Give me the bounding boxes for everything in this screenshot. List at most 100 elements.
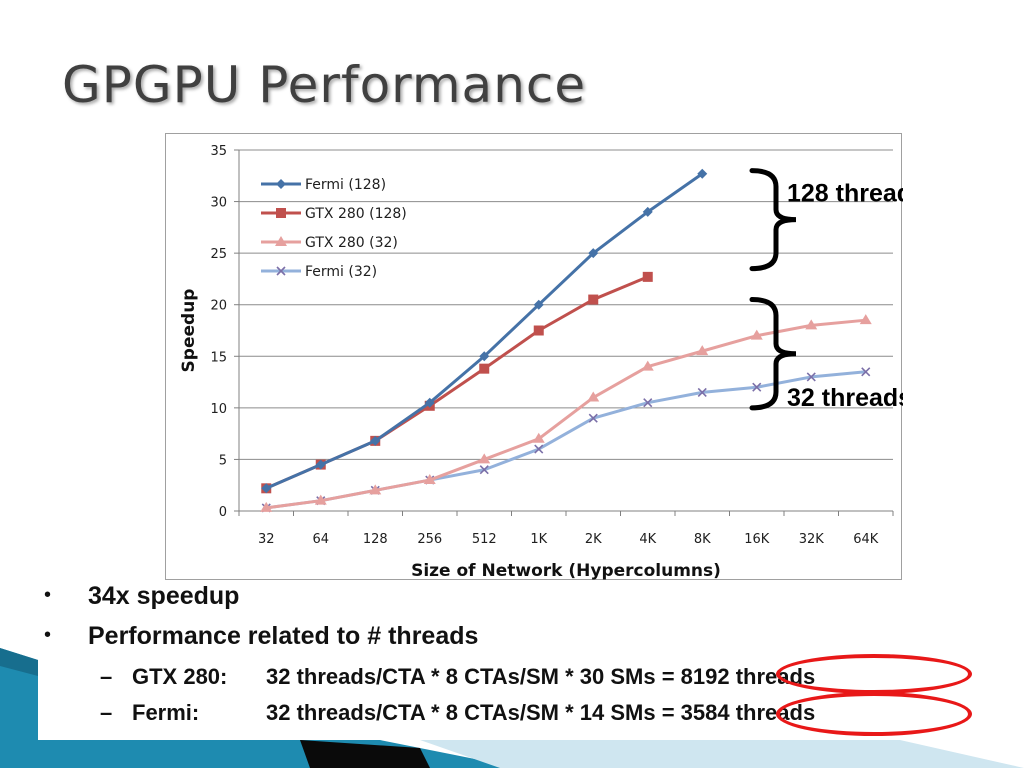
annotations: 128 threads 32 threads — [749, 168, 903, 412]
data-point-fermi-32 — [752, 382, 762, 392]
data-point-gtx-280-32 — [314, 494, 327, 505]
x-marker-stroke — [806, 372, 816, 382]
brace-128-threads — [749, 168, 797, 272]
x-marker-stroke — [643, 398, 653, 408]
x-tick-label: 16K — [744, 532, 770, 547]
x-tick-label: 2K — [585, 532, 602, 547]
annotation-32-threads: 32 threads — [787, 384, 903, 412]
data-point-fermi-32 — [534, 444, 544, 454]
data-point-gtx-280-32 — [750, 329, 763, 340]
bullet-dot: • — [44, 584, 52, 606]
legend-marker — [276, 179, 286, 189]
corner-teal-shape — [0, 648, 38, 740]
legend-marker — [276, 208, 286, 218]
x-tick-label: 512 — [472, 532, 497, 547]
legend-label: GTX 280 (128) — [305, 206, 407, 222]
y-tick-label: 5 — [219, 453, 227, 468]
data-point-fermi-32 — [643, 398, 653, 408]
data-point-gtx-280-32 — [696, 345, 709, 356]
legend-label: Fermi (32) — [305, 264, 377, 280]
x-tick-label: 4K — [639, 532, 656, 547]
data-point-gtx-280-32 — [532, 432, 545, 443]
data-point-gtx-280-32 — [478, 453, 491, 464]
annotation-128-threads: 128 threads — [787, 180, 903, 208]
corner-teal-shade — [0, 648, 38, 676]
series-lines — [260, 168, 872, 513]
x-axis-title: Size of Network (Hypercolumns) — [411, 561, 721, 581]
x-tick-label: 8K — [694, 532, 711, 547]
data-point-gtx-280-32 — [369, 484, 382, 495]
data-point-gtx-280-32 — [587, 391, 600, 402]
legend-label: GTX 280 (32) — [305, 235, 398, 251]
sub-bullet-formula: 32 threads/CTA * 8 CTAs/SM * 30 SMs = 81… — [266, 664, 816, 689]
series-line-gtx-280-32 — [266, 318, 866, 510]
data-point-gtx-280-128 — [588, 294, 599, 305]
sub-bullet-label: GTX 280: — [132, 664, 228, 689]
highlight-ring-3584 — [776, 692, 972, 736]
x-marker-stroke — [479, 465, 489, 475]
brace-32-threads — [749, 297, 797, 411]
data-point-gtx-280-128 — [642, 271, 653, 282]
axes: 0 5 10 15 20 25 30 35 32 64 128 256 512 1K 2K 4K 8K 16K 32… — [210, 144, 894, 547]
sub-bullet-dash: – — [100, 664, 113, 689]
bottom-teal-band — [0, 740, 520, 768]
x-tick-label: 1K — [530, 532, 547, 547]
data-point-gtx-280-32 — [859, 314, 872, 325]
sub-bullet-dash: – — [100, 700, 113, 725]
x-marker-stroke — [276, 266, 286, 276]
x-tick-label: 128 — [363, 532, 388, 547]
sub-bullet-formula: 32 threads/CTA * 8 CTAs/SM * 14 SMs = 35… — [266, 700, 816, 725]
y-tick-label: 30 — [210, 196, 227, 211]
data-point-gtx-280-32 — [641, 360, 654, 371]
y-tick-label: 10 — [210, 402, 227, 417]
data-point-fermi-128 — [642, 206, 653, 217]
data-point-fermi-128 — [533, 299, 544, 310]
bullet-text: 34x speedup — [88, 582, 240, 610]
x-marker-stroke — [861, 367, 871, 377]
legend-label: Fermi (128) — [305, 177, 386, 193]
x-marker-stroke — [697, 387, 707, 397]
chart-frame: 0 5 10 15 20 25 30 35 32 64 128 256 512 1K 2K 4K 8K 16K 32… — [165, 133, 903, 581]
legend-marker — [275, 236, 287, 246]
x-tick-label: 64 — [312, 532, 329, 547]
data-point-fermi-32 — [806, 372, 816, 382]
x-tick-label: 256 — [417, 532, 442, 547]
data-point-fermi-32 — [479, 465, 489, 475]
data-point-gtx-280-32 — [805, 319, 818, 330]
legend-marker — [276, 266, 286, 276]
data-point-fermi-128 — [370, 435, 381, 446]
series-line-gtx-280-128 — [265, 275, 649, 490]
data-point-fermi-32 — [697, 387, 707, 397]
bottom-pale-band — [420, 740, 1024, 768]
y-tick-label: 35 — [210, 144, 227, 159]
data-point-fermi-128 — [424, 397, 435, 408]
data-point-gtx-280-128 — [533, 325, 544, 336]
x-tick-label: 32 — [258, 532, 275, 547]
x-tick-label: 64K — [853, 532, 879, 547]
data-point-gtx-280-32 — [423, 474, 436, 485]
data-point-fermi-128 — [261, 483, 272, 494]
slide-title: GPGPU Performance — [62, 56, 587, 114]
bullet-dot: • — [44, 624, 52, 646]
data-point-fermi-128 — [315, 459, 326, 470]
highlight-ring-8192 — [776, 654, 972, 694]
data-point-fermi-128 — [697, 168, 708, 179]
y-tick-label: 25 — [210, 247, 227, 262]
y-tick-label: 0 — [219, 505, 227, 520]
x-marker-stroke — [588, 413, 598, 423]
sub-bullet-label: Fermi: — [132, 700, 200, 725]
data-point-fermi-128 — [588, 248, 599, 259]
bottom-dark-wedge — [300, 740, 430, 768]
x-marker-stroke — [534, 444, 544, 454]
y-axis-title: Speedup — [179, 289, 199, 373]
data-point-fermi-128 — [479, 351, 490, 362]
data-point-fermi-32 — [588, 413, 598, 423]
x-marker-stroke — [752, 382, 762, 392]
x-tick-label: 32K — [799, 532, 825, 547]
bullet-text: Performance related to # threads — [88, 622, 479, 650]
data-point-gtx-280-128 — [479, 363, 490, 374]
speedup-line-chart: 0 5 10 15 20 25 30 35 32 64 128 256 512 1K 2K 4K 8K 16K 32… — [179, 144, 903, 581]
legend: Fermi (128) GTX 280 (128) GTX 280 (32) Ferm… — [261, 177, 407, 280]
data-point-gtx-280-32 — [260, 501, 273, 512]
data-point-fermi-32 — [861, 367, 871, 377]
